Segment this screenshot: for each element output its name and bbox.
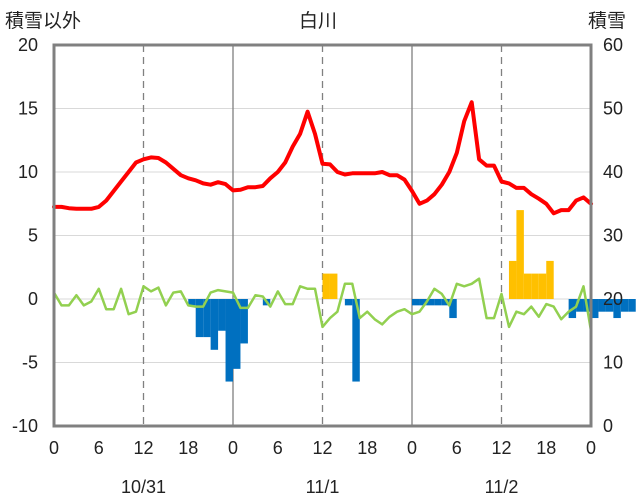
plot-frame — [52, 43, 593, 428]
bar-negative — [591, 299, 599, 319]
bar-positive — [523, 273, 532, 299]
bar-negative — [352, 299, 360, 382]
left-tick-label: 20 — [18, 35, 38, 55]
bar-positive — [531, 273, 539, 299]
x-tick-label: 0 — [49, 438, 59, 458]
x-tick-label: 0 — [407, 438, 417, 458]
right-tick-label: 30 — [603, 226, 623, 246]
x-tick-label: 6 — [452, 438, 462, 458]
x-tick-label: 12 — [133, 438, 153, 458]
bar-positive — [546, 260, 554, 299]
left-tick-label: -5 — [22, 353, 38, 373]
left-tick-label: 0 — [28, 289, 38, 309]
right-tick-label: 20 — [603, 289, 623, 309]
bar-negative — [240, 299, 248, 344]
snow-depth-line — [52, 100, 593, 216]
bar-negative — [344, 299, 353, 306]
date-label: 11/1 — [306, 477, 340, 497]
right-axis-label: 積雪 — [588, 11, 627, 32]
x-tick-label: 12 — [491, 438, 511, 458]
bar-positive — [322, 273, 330, 299]
bar-negative — [434, 299, 442, 306]
bar-positive — [538, 273, 547, 299]
right-tick-label: 0 — [603, 416, 613, 436]
bar-negative — [203, 299, 211, 338]
right-tick-label: 40 — [603, 162, 623, 182]
bar-negative — [449, 299, 457, 319]
right-tick-label: 60 — [603, 35, 623, 55]
right-tick-label: 50 — [603, 99, 623, 119]
bar-positive — [516, 210, 524, 299]
bar-negative — [598, 299, 606, 312]
x-tick-label: 18 — [178, 438, 198, 458]
bar-positive — [329, 273, 338, 299]
date-label: 10/31 — [121, 477, 166, 497]
bar-negative — [218, 299, 226, 331]
x-tick-label: 18 — [536, 438, 556, 458]
bar-negative — [195, 299, 204, 338]
x-tick-label: 0 — [586, 438, 596, 458]
left-tick-label: 5 — [28, 226, 38, 246]
x-tick-label: 18 — [357, 438, 377, 458]
bar-negative — [628, 299, 636, 312]
bar-negative — [426, 299, 435, 306]
left-axis-label: 積雪以外 — [5, 11, 82, 32]
left-tick-label: 10 — [18, 162, 38, 182]
left-tick-label: 15 — [18, 99, 38, 119]
bar-negative — [225, 299, 233, 382]
chart-title: 白川 — [299, 11, 338, 32]
bar-negative — [210, 299, 219, 350]
bar-negative — [605, 299, 614, 312]
x-tick-label: 12 — [312, 438, 332, 458]
bar-negative — [419, 299, 427, 306]
bar-negative — [576, 299, 584, 312]
bar-negative — [233, 299, 241, 369]
bar-negative — [620, 299, 629, 312]
x-tick-label: 6 — [94, 438, 104, 458]
bar-negative — [412, 299, 420, 306]
bar-negative — [613, 299, 621, 319]
temperature-line — [52, 277, 593, 333]
x-tick-label: 0 — [228, 438, 238, 458]
bar-negative — [188, 299, 196, 306]
bar-negative — [441, 299, 450, 306]
x-tick-label: 6 — [273, 438, 283, 458]
date-label: 11/2 — [485, 477, 519, 497]
left-tick-label: -10 — [12, 416, 38, 436]
bar-positive — [508, 260, 517, 299]
right-tick-label: 10 — [603, 353, 623, 373]
